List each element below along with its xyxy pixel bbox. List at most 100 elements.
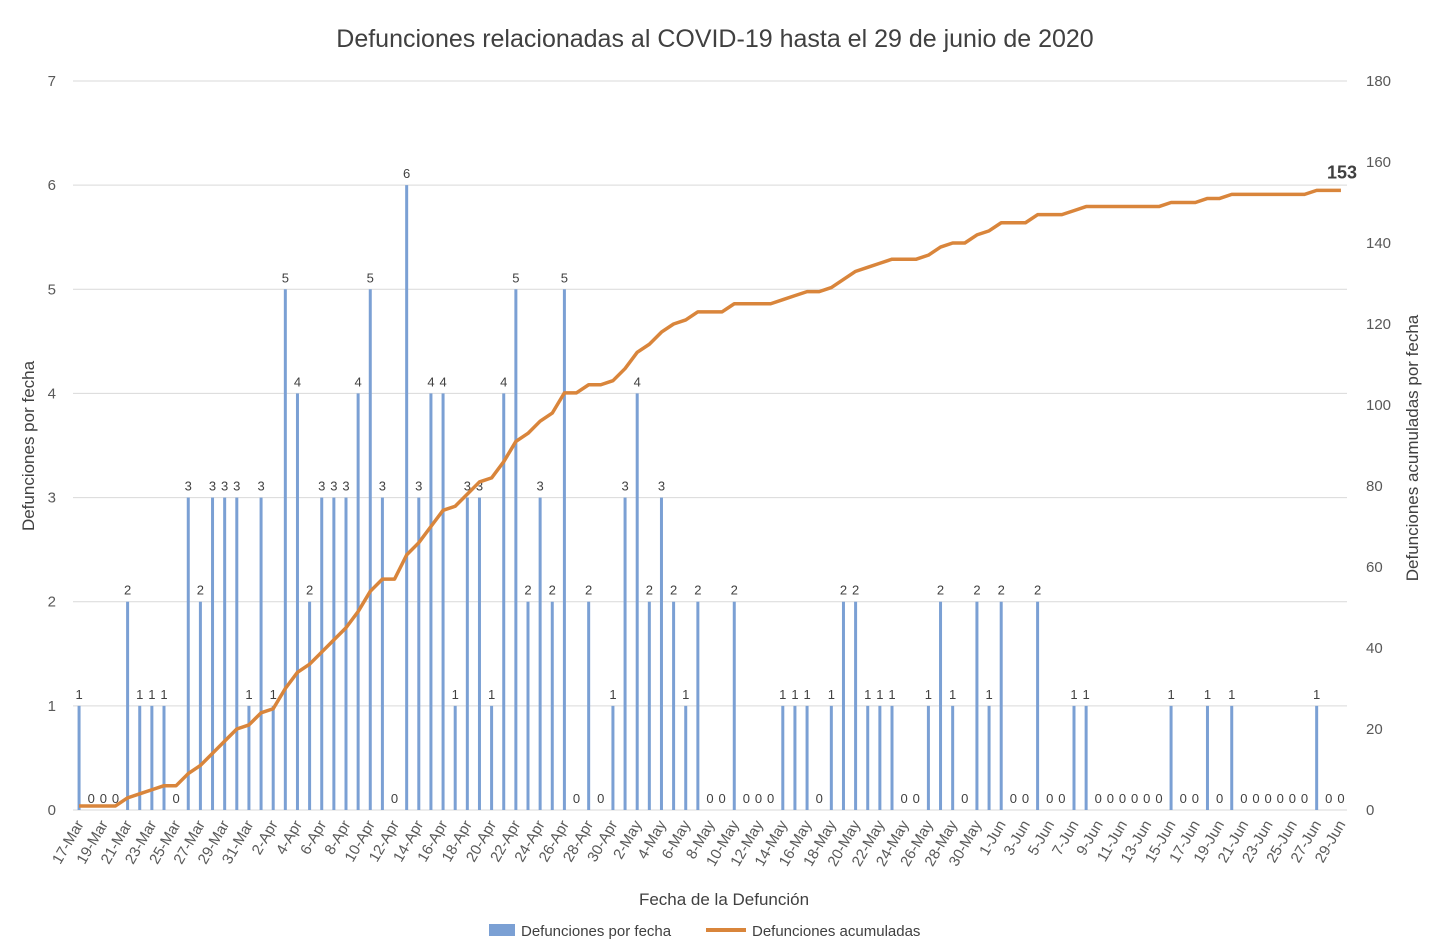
bar-data-label: 0 xyxy=(901,791,908,806)
bar xyxy=(854,601,858,810)
cumulative-line xyxy=(79,188,1341,808)
bar xyxy=(550,601,554,810)
bar xyxy=(878,705,882,810)
y-tick-label: 3 xyxy=(48,490,56,507)
y2-tick-label: 100 xyxy=(1366,397,1391,414)
bar-data-label: 0 xyxy=(719,791,726,806)
bar xyxy=(477,497,481,810)
bar xyxy=(223,497,227,810)
bar xyxy=(611,705,615,810)
y2-tick-label: 60 xyxy=(1366,559,1383,576)
y-tick-label: 0 xyxy=(48,802,56,819)
bar-data-label: 0 xyxy=(767,791,774,806)
bar-data-label: 1 xyxy=(136,687,143,702)
bar xyxy=(659,497,663,810)
bar xyxy=(453,705,457,810)
bar-data-label: 1 xyxy=(452,687,459,702)
y-tick-label: 1 xyxy=(48,698,56,715)
bar xyxy=(684,705,688,810)
bar-data-label: 1 xyxy=(609,687,616,702)
bar-data-label: 0 xyxy=(1010,791,1017,806)
bar xyxy=(186,497,190,810)
y2-tick-label: 120 xyxy=(1366,316,1391,333)
legend-bar-swatch xyxy=(489,924,515,936)
gridlines xyxy=(73,80,1347,811)
bar xyxy=(939,601,943,810)
bar-data-label: 4 xyxy=(427,374,434,389)
bar-data-label: 2 xyxy=(973,583,980,598)
bar-data-label: 2 xyxy=(197,583,204,598)
bar xyxy=(429,393,433,810)
bar xyxy=(805,705,809,810)
bar-data-label: 0 xyxy=(1022,791,1029,806)
bar xyxy=(1072,705,1076,810)
bar xyxy=(635,393,639,810)
bar-data-label: 4 xyxy=(500,374,507,389)
chart-title: Defunciones relacionadas al COVID-19 has… xyxy=(336,25,1093,53)
bar-data-label: 3 xyxy=(476,479,483,494)
bar-data-label: 2 xyxy=(670,583,677,598)
bar-data-label: 5 xyxy=(561,270,568,285)
y2-tick-label: 160 xyxy=(1366,154,1391,171)
bar xyxy=(647,601,651,810)
bar xyxy=(126,601,130,810)
bar xyxy=(672,601,676,810)
bar-data-label: 1 xyxy=(779,687,786,702)
bar-data-label: 3 xyxy=(209,479,216,494)
bar-data-label: 2 xyxy=(937,583,944,598)
bar xyxy=(514,289,518,810)
y-tick-label: 6 xyxy=(48,177,56,194)
bar-data-label: 1 xyxy=(75,687,82,702)
line-series xyxy=(79,188,1341,808)
bar-data-label: 2 xyxy=(124,583,131,598)
bar xyxy=(235,497,239,810)
bar xyxy=(696,601,700,810)
bar-data-label: 0 xyxy=(913,791,920,806)
bar-data-label: 2 xyxy=(646,583,653,598)
bar-data-label: 0 xyxy=(100,791,107,806)
bar xyxy=(380,497,384,810)
bar-data-label: 3 xyxy=(537,479,544,494)
bar-data-label: 1 xyxy=(245,687,252,702)
bar-data-label: 3 xyxy=(342,479,349,494)
bar-data-label: 0 xyxy=(1107,791,1114,806)
bar xyxy=(295,393,299,810)
bar-data-label: 1 xyxy=(488,687,495,702)
bar-data-label: 1 xyxy=(1070,687,1077,702)
bar-data-label: 0 xyxy=(706,791,713,806)
bar-data-label: 5 xyxy=(512,270,519,285)
bar xyxy=(356,393,360,810)
bar xyxy=(490,705,494,810)
bar xyxy=(890,705,894,810)
bar-data-label: 1 xyxy=(148,687,155,702)
bar xyxy=(1230,705,1234,810)
y2-tick-label: 20 xyxy=(1366,721,1383,738)
y-tick-label: 2 xyxy=(48,594,56,611)
bar-data-label: 2 xyxy=(998,583,1005,598)
bar-data-label: 6 xyxy=(403,166,410,181)
bar-data-label: 0 xyxy=(173,791,180,806)
bar xyxy=(259,497,263,810)
bar xyxy=(417,497,421,810)
y-tick-label: 4 xyxy=(48,385,56,402)
bar-data-label: 2 xyxy=(524,583,531,598)
bar xyxy=(841,601,845,810)
bar xyxy=(344,497,348,810)
bar-data-label: 3 xyxy=(464,479,471,494)
bar xyxy=(198,601,202,810)
bar-data-label: 0 xyxy=(112,791,119,806)
bar-data-label: 0 xyxy=(1240,791,1247,806)
bar-data-label: 1 xyxy=(949,687,956,702)
bar-data-label: 4 xyxy=(294,374,301,389)
bar-data-label: 0 xyxy=(1119,791,1126,806)
bar xyxy=(587,601,591,810)
legend: Defunciones por fecha Defunciones acumul… xyxy=(489,923,920,940)
legend-line-label: Defunciones acumuladas xyxy=(752,923,920,940)
y2-tick-label: 80 xyxy=(1366,478,1383,495)
bar xyxy=(271,705,275,810)
bar xyxy=(465,497,469,810)
bar-data-label: 0 xyxy=(391,791,398,806)
